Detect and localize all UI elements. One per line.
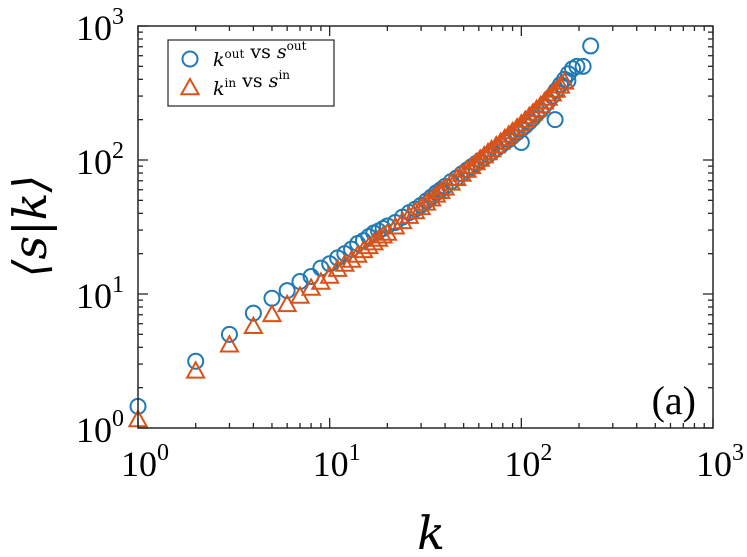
data-point-circle: [263, 289, 281, 307]
y-tick-label: 103: [76, 4, 124, 48]
data-marks: [127, 37, 600, 428]
data-point-triangle: [392, 210, 413, 230]
legend-entry: kin vs sin: [213, 68, 290, 100]
legend-marker-triangle: [179, 76, 201, 96]
x-tick-label: 100: [121, 440, 169, 484]
tick-labels: 100 101 102 103 100 101 102 103: [76, 4, 744, 484]
y-tick-label: 100: [76, 406, 124, 450]
data-point-triangle: [434, 177, 456, 196]
panel-label: (a): [652, 378, 696, 423]
data-point-circle: [546, 111, 564, 129]
data-point-triangle: [243, 315, 264, 334]
tick-marks: [137, 25, 714, 429]
legend-entry: kout vs sout: [213, 39, 307, 71]
data-point-triangle: [372, 225, 394, 244]
data-point-circle: [574, 57, 592, 75]
data-point-circle: [187, 352, 205, 370]
legend-marker-circle: [181, 50, 199, 68]
data-point-circle: [582, 37, 600, 55]
data-point-triangle: [368, 228, 389, 247]
data-point-triangle: [554, 71, 575, 90]
data-point-triangle: [219, 334, 240, 353]
data-point-triangle: [384, 216, 406, 235]
data-point-circle: [244, 304, 262, 322]
y-axis-label: ⟨s|k⟩: [3, 175, 57, 278]
data-point-circle: [220, 325, 238, 343]
x-axis-label: k: [417, 506, 445, 557]
y-tick-label: 101: [76, 272, 124, 316]
data-point-triangle: [185, 360, 206, 379]
x-tick-label: 101: [313, 440, 361, 484]
plot-frame: [137, 25, 714, 429]
data-point-triangle: [469, 148, 491, 167]
data-point-triangle: [327, 258, 348, 277]
x-tick-label: 103: [696, 440, 744, 484]
data-point-triangle: [310, 271, 332, 290]
data-point-triangle: [341, 249, 362, 268]
data-point-triangle: [377, 222, 398, 241]
data-point-triangle: [399, 205, 420, 224]
data-point-triangle: [550, 75, 571, 94]
data-point-circle: [278, 282, 296, 300]
y-tick-label: 102: [76, 138, 124, 182]
plot-border: [137, 25, 714, 429]
series-in: [127, 71, 575, 428]
x-tick-label: 102: [504, 440, 552, 484]
data-point-triangle: [440, 172, 462, 191]
data-point-triangle: [334, 253, 356, 272]
data-point-circle: [568, 57, 586, 75]
data-point-triangle: [261, 303, 283, 323]
data-point-triangle: [473, 145, 495, 164]
data-point-triangle: [300, 277, 322, 296]
